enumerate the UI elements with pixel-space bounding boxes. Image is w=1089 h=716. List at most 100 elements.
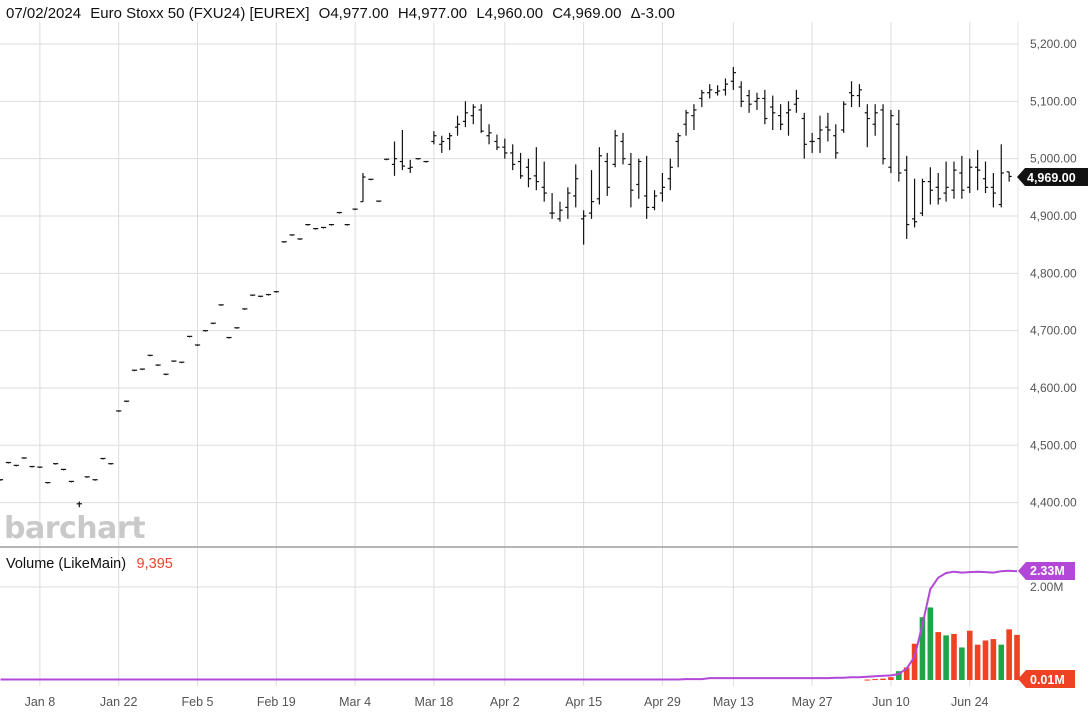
header-high: H4,977.00: [398, 5, 467, 22]
ohlc-bar: [265, 293, 272, 296]
price-axis-tick-label: 4,400.00: [1030, 496, 1077, 510]
price-axis-tick-label: 4,600.00: [1030, 381, 1077, 395]
ohlc-bar: [856, 84, 863, 108]
ohlc-bar: [636, 158, 642, 199]
ohlc-bar: [439, 135, 445, 153]
ohlc-bar: [273, 291, 279, 293]
ohlc-bar: [29, 465, 35, 468]
ohlc-bar: [888, 109, 894, 173]
ohlc-bar: [651, 190, 658, 211]
date-axis: Jan 8 Jan 22 Feb 5 Feb 19 Mar 4 Mar 18 Apr 2 Ap…: [25, 695, 989, 709]
ohlc-bar: [5, 461, 11, 464]
ohlc-bar: [423, 160, 429, 163]
ohlc-bar: [517, 152, 524, 179]
ohlc-bar: [943, 161, 949, 202]
volume-bar: [1006, 629, 1012, 680]
ohlc-bar: [37, 466, 43, 469]
ohlc-bar: [376, 200, 382, 203]
price-axis-tick-label: 4,800.00: [1030, 266, 1077, 280]
volume-bar: [880, 678, 886, 680]
ohlc-bar: [281, 241, 287, 243]
volume-bar: [927, 607, 934, 680]
date-axis-tick-label: Jun 24: [951, 695, 989, 709]
ohlc-bar: [959, 155, 965, 199]
ohlc-bar: [60, 468, 67, 471]
header-instrument: Euro Stoxx 50 (FXU24) [EUREX]: [90, 5, 309, 22]
ohlc-bar: [123, 400, 130, 403]
date-axis-tick-label: Feb 19: [257, 695, 296, 709]
ohlc-bar: [612, 129, 618, 168]
ohlc-bar: [778, 104, 784, 130]
volume-bar: [911, 643, 918, 680]
ohlc-bar: [770, 95, 776, 130]
ohlc-bar: [320, 226, 327, 229]
ohlc-bar: [84, 476, 90, 478]
ohlc-bar: [919, 178, 926, 216]
ohlc-bar: [549, 193, 555, 219]
ohlc-bar: [21, 457, 27, 459]
ohlc-bar: [139, 368, 145, 371]
ohlc-bar: [872, 104, 878, 136]
ohlc-bar: [754, 92, 760, 110]
ohlc-bar: [581, 210, 587, 245]
ohlc-bar: [935, 172, 941, 205]
ohlc-bar: [431, 131, 437, 145]
ohlc-bar: [289, 234, 295, 236]
ohlc-bar: [904, 155, 910, 239]
ohlc-bar: [975, 150, 981, 191]
ohlc-bar: [447, 132, 453, 151]
volume-panel-title-line: Volume (LikeMain) 9,395: [6, 555, 173, 572]
ohlc-bar: [68, 480, 75, 483]
ohlc-bar: [644, 155, 650, 219]
ohlc-bar: [982, 161, 989, 194]
volume-average-badge: 2.33M: [1018, 562, 1075, 580]
header-low: L4,960.00: [476, 5, 543, 22]
grid: [0, 22, 1019, 686]
ohlc-bar: [880, 104, 886, 165]
volume-average-badge-text: 2.33M: [1030, 564, 1065, 578]
ohlc-bar: [494, 134, 500, 151]
header-close: C4,969.00: [552, 5, 621, 22]
volume-bar: [943, 635, 949, 680]
volume-min-badge: 0.01M: [1018, 670, 1075, 688]
ohlc-bar: [762, 89, 768, 125]
ohlc-bar: [462, 101, 469, 128]
volume-average-line: [0, 569, 1018, 681]
ohlc-bar: [399, 129, 405, 171]
volume-bar: [974, 644, 981, 680]
ohlc-bar: [242, 308, 248, 310]
ohlc-bar: [675, 132, 681, 168]
ohlc-bar: [234, 327, 240, 329]
ohlc-bar: [683, 109, 689, 136]
ohlc-bar: [108, 463, 114, 465]
volume-bar: [888, 677, 894, 680]
volume-bars: [864, 607, 1020, 681]
ohlc-bar: [194, 344, 201, 346]
price-axis-tick-label: 4,900.00: [1030, 209, 1077, 223]
volume-panel-value: 9,395: [137, 556, 173, 572]
volume-bar: [919, 617, 926, 680]
ohlc-bar: [951, 161, 957, 199]
ohlc-bar: [336, 211, 342, 214]
ohlc-bar: [785, 101, 792, 136]
ohlc-bar: [187, 335, 193, 338]
last-price-badge: 4,969.00: [1017, 168, 1088, 186]
date-axis-tick-label: Mar 4: [339, 695, 371, 709]
ohlc-bar: [116, 410, 122, 412]
volume-min-badge-text: 0.01M: [1030, 673, 1065, 687]
header-open: O4,977.00: [319, 5, 389, 22]
volume-bar: [966, 630, 973, 680]
ohlc-bar: [1006, 171, 1012, 182]
volume-bar: [872, 679, 878, 681]
ohlc-bar: [352, 208, 358, 211]
volume-bar: [903, 667, 910, 680]
ohlc-bar: [45, 481, 51, 484]
date-axis-tick-label: Feb 5: [182, 695, 214, 709]
ohlc-bar: [596, 147, 602, 205]
ohlc-bar: [502, 138, 508, 159]
ohlc-bar: [360, 172, 366, 203]
volume-bar: [998, 644, 1005, 680]
volume-bar: [864, 679, 871, 681]
date-axis-tick-label: Apr 29: [644, 695, 681, 709]
